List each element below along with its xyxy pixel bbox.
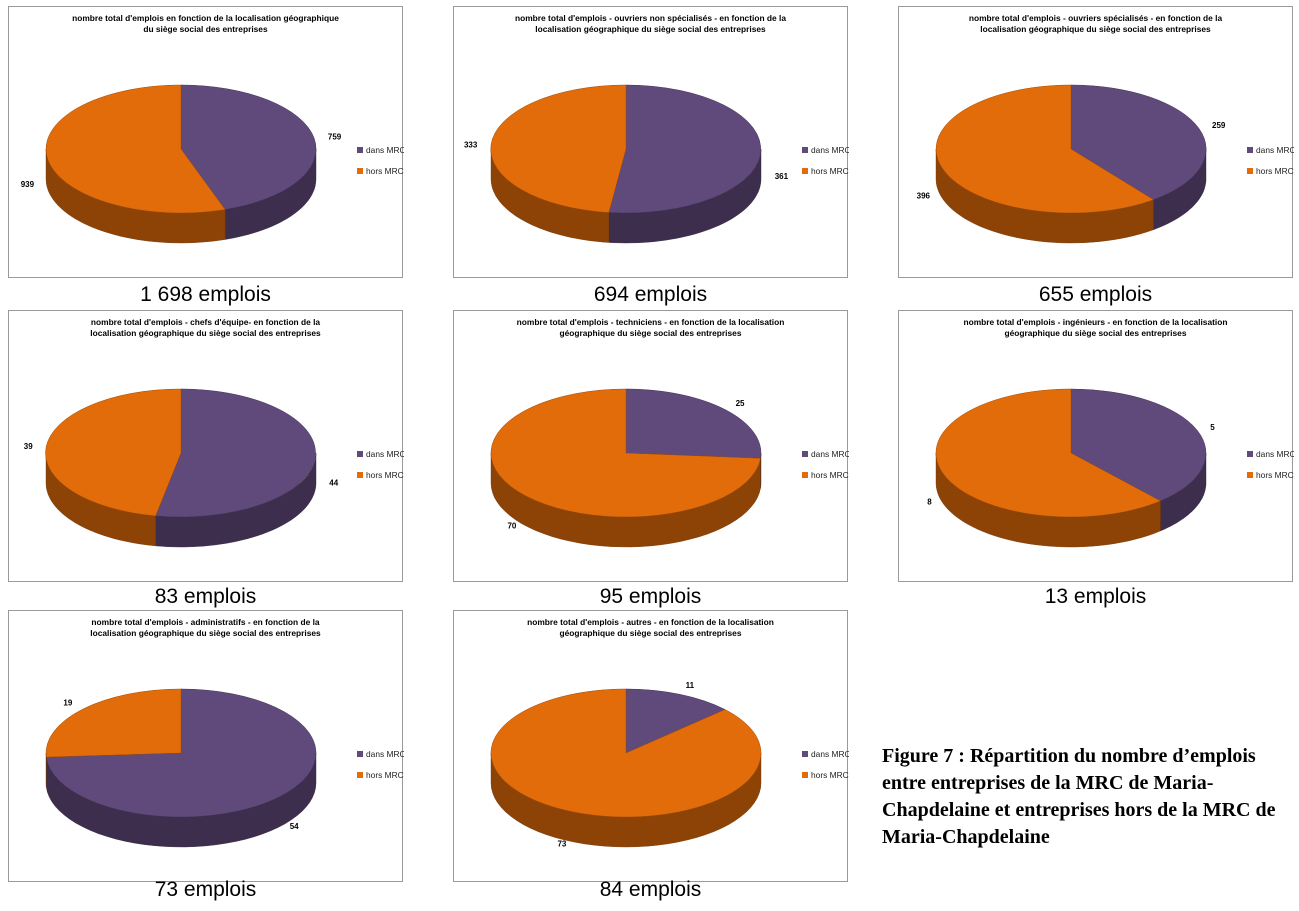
pie-chart: 11 73 dans MRC hors MRC: [490, 681, 849, 848]
chart-caption: 84 emplois: [599, 878, 702, 901]
pie-chart-panel: 11 73 dans MRC hors MRC nombre total d'emplo…: [453, 610, 849, 882]
pie-slice-dans: [180, 84, 317, 210]
pie-chart-panel: 361 333 dans MRC hors MRC nombre total d'emp…: [453, 6, 849, 278]
data-label-hors: 8: [927, 498, 932, 507]
pie-slice-hors: [490, 688, 762, 818]
pie-chart-panel: 5 8 dans MRC hors MRC nombre total d'emplois…: [898, 310, 1294, 582]
data-label-dans: 25: [736, 399, 745, 408]
legend-label-hors: hors MRC: [811, 166, 849, 176]
legend-swatch-dans: [802, 451, 808, 457]
legend-label-dans: dans MRC: [1256, 449, 1294, 459]
legend-swatch-dans: [357, 751, 363, 757]
chart-title: nombre total d'emplois - chefs d'équipe-…: [90, 317, 321, 338]
data-label-hors: 396: [917, 191, 931, 200]
legend-label-dans: dans MRC: [366, 449, 404, 459]
chart-caption: 73 emplois: [154, 878, 257, 901]
legend-label-dans: dans MRC: [811, 749, 849, 759]
legend-swatch-dans: [357, 451, 363, 457]
chart-caption: 694 emplois: [593, 283, 708, 306]
pie-slice-hors: [45, 388, 182, 517]
pie-slice-dans: [1070, 388, 1207, 502]
pie-slice-hors: [935, 388, 1162, 518]
chart-title: nombre total d'emplois - ouvriers non sp…: [515, 13, 786, 34]
pie-chart: 5 8 dans MRC hors MRC: [927, 388, 1294, 548]
pie-slice-hors: [935, 84, 1155, 214]
data-label-hors: 939: [21, 180, 35, 189]
pie-chart-panel: 759 939 dans MRC hors MRC nombre total d'emp…: [8, 6, 404, 278]
data-label-hors: 39: [24, 442, 33, 451]
legend-swatch-hors: [802, 772, 808, 778]
chart-caption: 95 emplois: [599, 585, 702, 608]
legend-label-hors: hors MRC: [811, 770, 849, 780]
pie-slice-dans: [1070, 84, 1207, 200]
data-label-dans: 5: [1210, 423, 1215, 432]
data-label-dans: 44: [329, 479, 338, 488]
pie-slice-hors: [490, 388, 761, 518]
pie-chart: 54 19 dans MRC hors MRC: [45, 688, 404, 848]
data-label-dans: 11: [686, 681, 695, 690]
chart-title: nombre total d'emplois - autres - en fon…: [527, 617, 774, 638]
pie-chart: 25 70 dans MRC hors MRC: [490, 388, 849, 548]
pie-chart-panel: 259 396 dans MRC hors MRC nombre total d'emp…: [898, 6, 1294, 278]
data-label-dans: 361: [775, 172, 789, 181]
pie-chart: 759 939 dans MRC hors MRC: [21, 84, 404, 244]
data-label-hors: 73: [557, 839, 566, 848]
pie-slice-hors: [45, 688, 182, 758]
legend-label-dans: dans MRC: [366, 145, 404, 155]
legend-label-hors: hors MRC: [366, 166, 404, 176]
pie-chart-panel: 54 19 dans MRC hors MRC nombre total d'emplo…: [8, 610, 404, 882]
pie-slice-dans: [155, 388, 316, 518]
data-label-dans: 759: [328, 133, 342, 142]
legend-label-hors: hors MRC: [811, 470, 849, 480]
pie-chart: 259 396 dans MRC hors MRC: [917, 84, 1294, 244]
legend-swatch-dans: [802, 751, 808, 757]
data-label-dans: 54: [290, 822, 299, 831]
legend-swatch-hors: [1247, 168, 1253, 174]
chart-caption: 83 emplois: [154, 585, 257, 608]
legend-swatch-hors: [1247, 472, 1253, 478]
legend-label-dans: dans MRC: [811, 449, 849, 459]
pie-chart-panel: 44 39 dans MRC hors MRC nombre total d'emplo…: [8, 310, 404, 582]
legend-swatch-hors: [802, 472, 808, 478]
chart-title: nombre total d'emplois - techniciens - e…: [516, 317, 785, 338]
legend-swatch-hors: [802, 168, 808, 174]
chart-title: nombre total d'emplois - ouvriers spécia…: [968, 13, 1223, 34]
data-label-hors: 70: [507, 522, 516, 531]
chart-title: nombre total d'emplois - administratifs …: [90, 617, 321, 638]
legend-label-dans: dans MRC: [811, 145, 849, 155]
chart-title: nombre total d'emplois - ingénieurs - en…: [963, 317, 1228, 338]
legend-swatch-dans: [357, 147, 363, 153]
legend-label-hors: hors MRC: [1256, 470, 1294, 480]
legend-label-dans: dans MRC: [1256, 145, 1294, 155]
data-label-hors: 333: [464, 140, 478, 149]
data-label-dans: 259: [1212, 121, 1226, 130]
legend-label-hors: hors MRC: [366, 770, 404, 780]
chart-title: nombre total d'emplois en fonction de la…: [72, 13, 339, 34]
chart-caption: 655 emplois: [1038, 283, 1153, 306]
pie-chart-panel: 25 70 dans MRC hors MRC nombre total d'emplo…: [453, 310, 849, 582]
legend-label-dans: dans MRC: [366, 749, 404, 759]
chart-caption: 13 emplois: [1044, 585, 1147, 608]
pie-chart: 361 333 dans MRC hors MRC: [464, 84, 849, 244]
figure-caption: Figure 7 : Répartition du nombre d’emplo…: [882, 745, 1276, 848]
legend-swatch-hors: [357, 772, 363, 778]
pie-slice-hors: [45, 84, 226, 214]
pie-slice-dans: [625, 688, 726, 754]
legend-swatch-dans: [1247, 451, 1253, 457]
legend-label-hors: hors MRC: [366, 470, 404, 480]
legend-swatch-hors: [357, 472, 363, 478]
pie-chart: 44 39 dans MRC hors MRC: [24, 388, 404, 548]
pie-slice-dans: [608, 84, 761, 214]
pie-slice-dans: [625, 388, 762, 459]
pie-slice-hors: [490, 84, 627, 213]
legend-swatch-hors: [357, 168, 363, 174]
data-label-hors: 19: [63, 698, 72, 707]
legend-swatch-dans: [802, 147, 808, 153]
legend-label-hors: hors MRC: [1256, 166, 1294, 176]
chart-caption: 1 698 emplois: [140, 283, 271, 306]
legend-swatch-dans: [1247, 147, 1253, 153]
